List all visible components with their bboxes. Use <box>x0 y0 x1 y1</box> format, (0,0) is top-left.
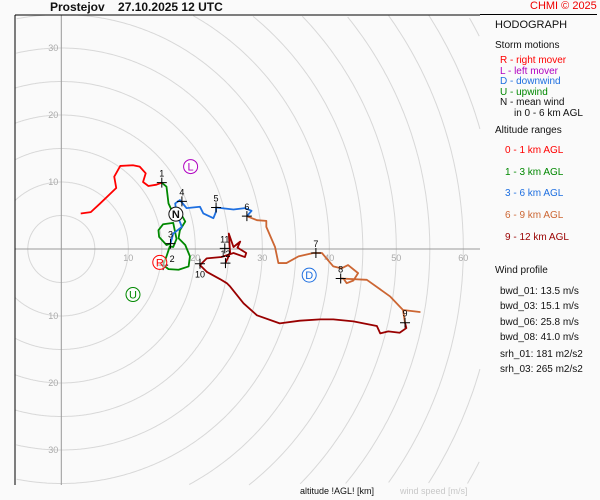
x-tick-label: 60 <box>458 253 468 263</box>
x-tick-label: 40 <box>324 253 334 263</box>
altitude-legend-item: 9 - 12 km AGL <box>505 231 569 243</box>
altitude-marker-cross <box>211 202 222 213</box>
storm-motion-marker <box>168 206 184 222</box>
wind-profile-item: bwd_06: 25.8 m/s <box>500 316 579 328</box>
y-tick-label: 10 <box>48 311 58 321</box>
chart-title: Prostejov 27.10.2025 12 UTC <box>50 0 223 14</box>
altitude-marker-cross <box>400 317 411 328</box>
storm-motion-label: L <box>188 162 194 174</box>
x-tick-label: 30 <box>257 253 267 263</box>
credit: CHMI © 2025 <box>530 0 597 12</box>
altitude-marker-label: 8 <box>338 264 343 274</box>
speed-ring <box>388 15 464 483</box>
altitude-marker-label: 1 <box>159 169 164 179</box>
storm-legend-item: N - mean wind <box>500 97 565 108</box>
storm-motion-label: R <box>156 257 164 269</box>
plot-bg <box>15 15 480 485</box>
srh-item: srh_01: 181 m2/s2 <box>500 349 583 360</box>
altitude-marker-label: 2 <box>170 254 175 264</box>
wind-profile-title: Wind profile <box>495 265 548 276</box>
x-tick-label: 20 <box>190 253 200 263</box>
wind-speed-label: wind speed [m/s] <box>400 486 468 496</box>
storm-motion-label: U <box>129 290 137 302</box>
storm-legend-item: in 0 - 6 km AGL <box>514 107 583 119</box>
storm-legend-item: U - upwind <box>500 86 548 98</box>
storm-legend-item: L - left mover <box>500 65 558 77</box>
y-tick-label: 30 <box>48 445 58 455</box>
x-tick-label: 50 <box>391 253 401 263</box>
altitude-ranges-title: Altitude ranges <box>495 125 562 136</box>
altitude-marker-cross <box>156 177 167 188</box>
y-tick-label: 30 <box>48 43 58 53</box>
altitude-marker-cross <box>165 238 176 249</box>
altitude-marker-label: 11 <box>220 234 229 244</box>
speed-ring <box>15 47 263 451</box>
speed-ring <box>188 15 330 485</box>
altitude-legend-item: 0 - 1 km AGL <box>505 145 564 156</box>
y-tick-label: 20 <box>48 378 58 388</box>
altitude-marker-cross <box>335 273 346 284</box>
storm-legend-item: D - downwind <box>500 76 561 87</box>
storm-motion-marker <box>125 287 141 303</box>
altitude-legend-item: 3 - 6 km AGL <box>505 188 564 200</box>
speed-ring <box>15 114 196 384</box>
storm-motion-label: D <box>305 270 313 282</box>
altitude-marker-cross <box>310 248 321 259</box>
valid-time: 27.10.2025 12 UTC <box>118 0 223 14</box>
storm-motions-title: Storm motions <box>495 40 560 51</box>
altitude-marker-cross <box>176 196 187 207</box>
speed-ring <box>345 16 431 484</box>
wind-profile-item: bwd_08: 41.0 m/s <box>500 331 579 343</box>
altitude-marker-label: 12 <box>220 249 230 259</box>
speed-ring <box>428 14 481 484</box>
speed-ring <box>14 181 129 317</box>
altitude-marker-label: 5 <box>214 193 219 203</box>
altitude-legend-item: 6 - 9 km AGL <box>505 210 564 222</box>
altitude-marker-label: 7 <box>313 239 318 249</box>
altitude-marker-label: 10 <box>195 270 205 280</box>
srh-item: srh_03: 265 m2/s2 <box>500 364 583 376</box>
plot-frame <box>14 14 480 485</box>
hodograph-trace <box>80 164 163 215</box>
altitude-marker-label: 9 <box>403 309 408 319</box>
storm-motion-marker <box>152 254 168 270</box>
speed-ring <box>467 17 480 484</box>
speed-ring <box>15 148 163 350</box>
storm-motion-marker <box>183 159 199 175</box>
storm-motion-label: N <box>172 209 180 221</box>
altitude-legend-item: 1 - 3 km AGL <box>505 166 564 178</box>
storm-legend-item: R - right mover <box>500 55 567 66</box>
hodograph-trace <box>246 215 421 323</box>
altitude-marker-label: 6 <box>244 202 249 212</box>
speed-ring <box>248 16 364 486</box>
altitude-marker-label: 4 <box>179 187 184 197</box>
altitude-label: altitude !AGL! [km] <box>300 486 375 496</box>
station-name: Prostejov <box>50 0 105 14</box>
x-tick-label: 10 <box>123 253 133 263</box>
altitude-marker-cross <box>220 258 231 269</box>
panel-title: HODOGRAPH <box>495 19 568 31</box>
altitude-marker-label: 3 <box>168 230 173 240</box>
altitude-marker-cross <box>241 211 252 222</box>
storm-motion-marker <box>301 267 317 283</box>
y-tick-label: 10 <box>48 177 58 187</box>
y-tick-label: 20 <box>48 110 58 120</box>
altitude-marker-cross <box>219 243 230 254</box>
hodograph-trace <box>199 232 408 335</box>
plot-area: 10 20 30 40 50 60302010102030123456789101112R… <box>14 14 481 486</box>
wind-profile-item: bwd_03: 15.1 m/s <box>500 301 579 313</box>
wind-profile-item: bwd_01: 13.5 m/s <box>500 286 579 297</box>
speed-ring <box>14 81 230 417</box>
altitude-marker-cross <box>194 258 205 269</box>
speed-ring <box>299 15 397 485</box>
divider <box>480 14 597 15</box>
